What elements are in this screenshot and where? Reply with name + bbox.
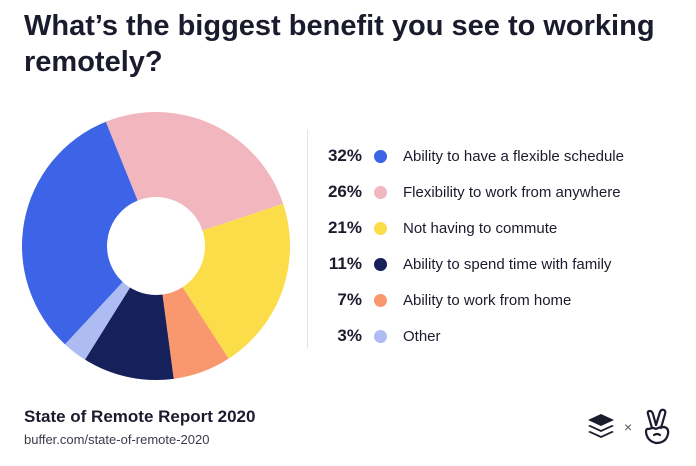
- chart-title: What’s the biggest benefit you see to wo…: [24, 10, 655, 78]
- legend-swatch: [374, 257, 387, 271]
- legend-swatch: [374, 149, 387, 163]
- slice-ability-to-have-a-flexible-schedule: [21, 121, 156, 345]
- legend-label: Ability to spend time with family: [403, 255, 612, 273]
- legend-item: 7% Ability to work from home: [318, 282, 688, 318]
- donut-hole: [107, 197, 205, 295]
- legend-item: 21% Not having to commute: [318, 210, 688, 246]
- legend-percent: 26%: [327, 182, 362, 201]
- legend-percent: 7%: [337, 290, 362, 309]
- legend-swatch: [374, 293, 387, 307]
- legend-swatch: [374, 221, 387, 235]
- legend-item: 3% Other: [318, 318, 688, 354]
- legend-label: Ability to work from home: [403, 291, 572, 309]
- legend-item: 26% Flexibility to work from anywhere: [318, 174, 688, 210]
- legend-item: 11% Ability to spend time with family: [318, 246, 688, 282]
- donut-chart: [21, 112, 290, 380]
- partner-logos: [588, 408, 670, 445]
- times-symbol: ×: [624, 419, 633, 435]
- legend-percent: 3%: [337, 326, 362, 345]
- legend-label: Other: [403, 327, 441, 345]
- report-url: buffer.com/state-of-remote-2020: [24, 432, 210, 447]
- legend-label: Ability to have a flexible schedule: [403, 147, 624, 165]
- report-title: State of Remote Report 2020: [24, 407, 256, 426]
- legend-label: Not having to commute: [403, 219, 558, 237]
- legend-swatch: [374, 329, 387, 343]
- buffer-logo-icon: [588, 414, 614, 438]
- legend-percent: 21%: [327, 218, 362, 237]
- legend-divider: [307, 130, 308, 348]
- legend-item: 32% Ability to have a flexible schedule: [318, 138, 688, 174]
- legend: 32% Ability to have a flexible schedule 26…: [318, 138, 688, 354]
- legend-label: Flexibility to work from anywhere: [403, 183, 621, 201]
- angellist-peace-hand-icon: [644, 408, 670, 445]
- legend-percent: 11%: [328, 254, 362, 273]
- legend-percent: 32%: [327, 146, 362, 165]
- legend-swatch: [374, 185, 387, 199]
